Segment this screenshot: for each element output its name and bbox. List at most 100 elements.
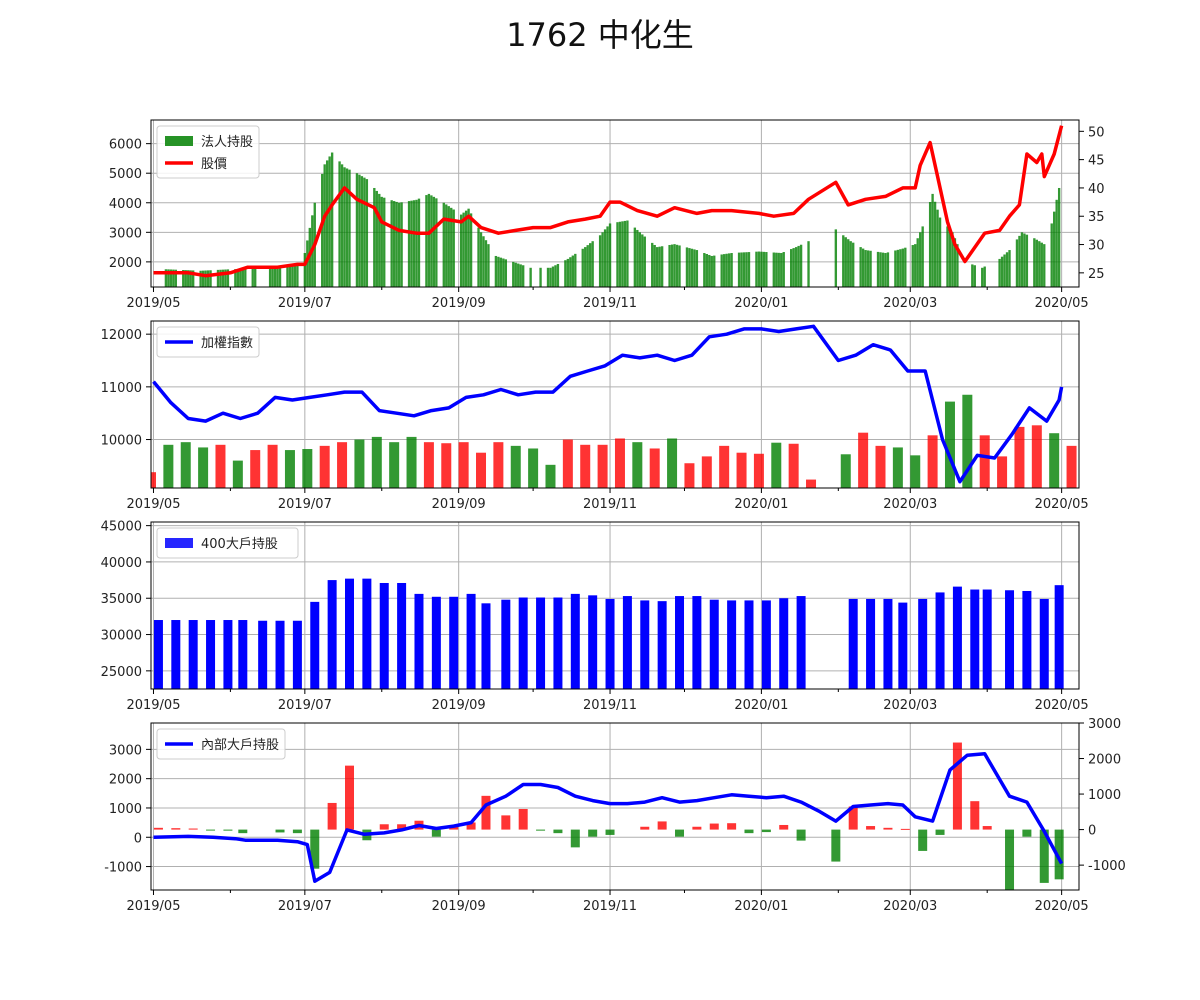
bar-institutional-holding <box>869 250 872 287</box>
bar-institutional-holding <box>762 251 766 287</box>
bar-institutional-holding <box>288 265 292 287</box>
bar-institutional-holding <box>688 248 691 287</box>
panel-institutional: 2019/05 2019/07 2019/09 2019/11 2020/01 2020/… <box>109 119 1105 311</box>
bar-institutional-holding <box>1043 244 1046 287</box>
bar-institutional-holding <box>469 213 473 287</box>
bar-volume <box>528 448 539 488</box>
y-tick-label: 45000 <box>101 520 142 535</box>
y-tick-label: -1000 <box>104 861 142 876</box>
bar-institutional-holding <box>512 261 515 287</box>
bar-insider-change <box>918 829 928 851</box>
bar-institutional-holding <box>574 253 577 287</box>
bar-institutional-holding <box>216 269 220 287</box>
bar-institutional-holding <box>303 253 307 287</box>
bar-institutional-holding <box>956 244 959 287</box>
bar-institutional-holding <box>668 244 671 287</box>
bar-big-holders <box>223 620 233 689</box>
bar-institutional-holding <box>224 269 227 287</box>
bar-institutional-holding <box>445 204 448 287</box>
bar-big-holders <box>414 593 424 689</box>
bar-institutional-holding <box>720 254 723 287</box>
x-tick-label: 2019/07 <box>278 296 332 311</box>
bar-institutional-holding <box>1055 199 1058 287</box>
bar-institutional-holding <box>358 174 361 287</box>
bar-institutional-holding <box>973 265 976 287</box>
legend-label: 內部大戶持股 <box>201 738 279 753</box>
legend-insiders: 內部大戶持股 <box>156 728 286 760</box>
bar-institutional-holding <box>1018 235 1021 287</box>
bar-institutional-holding <box>730 253 733 287</box>
bar-institutional-holding <box>658 246 661 287</box>
bar-institutional-holding <box>355 173 359 287</box>
bar-institutional-holding <box>519 264 522 287</box>
bar-volume <box>371 436 382 488</box>
bar-institutional-holding <box>529 267 532 287</box>
bar-volume <box>910 455 921 488</box>
bar-institutional-holding <box>549 267 552 287</box>
bar-insider-change <box>883 827 893 830</box>
bar-volume <box>198 447 209 488</box>
legend-label: 加權指數 <box>201 336 253 351</box>
bar-big-holders <box>605 598 615 689</box>
bar-big-holders <box>657 601 667 689</box>
y-tick-label: 2000 <box>109 256 142 271</box>
bar-volume <box>667 438 678 488</box>
bar-insider-change <box>518 808 528 830</box>
bar-institutional-holding <box>780 253 783 287</box>
bar-institutional-holding <box>703 253 706 287</box>
plot-area-institutional <box>153 125 1064 287</box>
bar-institutional-holding <box>325 160 329 287</box>
x-tick-label: 2020/03 <box>883 296 937 311</box>
bar-institutional-holding <box>487 244 490 287</box>
bar-institutional-holding <box>345 168 349 287</box>
bar-institutional-holding <box>321 173 324 287</box>
bar-institutional-holding <box>343 167 346 287</box>
bar-volume <box>580 444 591 488</box>
bar-big-holders <box>675 596 685 689</box>
bar-institutional-holding <box>777 252 780 287</box>
x-tick-label: 2019/09 <box>432 497 486 512</box>
bar-institutional-holding <box>919 232 922 287</box>
bar-institutional-holding <box>477 227 480 287</box>
bar-institutional-holding <box>861 248 865 287</box>
bar-insider-change <box>1054 829 1064 880</box>
bar-institutional-holding <box>710 255 713 287</box>
bar-institutional-holding <box>251 268 254 287</box>
y-tick-label: 11000 <box>101 381 142 396</box>
y2-tick-label: 0 <box>1088 824 1096 839</box>
bar-institutional-holding <box>442 202 445 287</box>
bar-volume <box>684 463 695 488</box>
bar-big-holders <box>238 620 248 689</box>
bar-institutional-holding <box>1035 239 1038 287</box>
plot-area-taiex <box>151 324 1077 488</box>
bar-institutional-holding <box>775 252 778 287</box>
bar-institutional-holding <box>467 208 470 287</box>
bar-volume <box>232 460 243 488</box>
bar-volume <box>1031 425 1042 488</box>
y2-tick-label: 30 <box>1088 239 1105 254</box>
bar-institutional-holding <box>998 258 1001 287</box>
bar-volume <box>892 447 903 488</box>
bar-insider-change <box>900 828 910 830</box>
bar-institutional-holding <box>452 209 455 287</box>
bar-volume <box>545 464 556 488</box>
x-tick-label: 2019/07 <box>278 899 332 914</box>
bar-institutional-holding <box>584 247 587 287</box>
legend-swatch <box>165 538 193 548</box>
bar-institutional-holding <box>1003 254 1006 287</box>
bar-institutional-holding <box>983 266 986 287</box>
bar-volume <box>354 439 365 488</box>
bar-big-holders <box>292 620 302 689</box>
bar-insider-change <box>982 826 992 830</box>
x-tick-label: 2020/05 <box>1035 497 1089 512</box>
bar-institutional-holding <box>479 232 483 287</box>
bar-institutional-holding <box>447 206 450 287</box>
bar-volume <box>1014 426 1025 488</box>
bar-institutional-holding <box>598 235 602 287</box>
x-tick-label: 2019/11 <box>583 698 637 713</box>
bar-institutional-holding <box>951 232 954 287</box>
bar-institutional-holding <box>931 193 934 287</box>
bar-big-holders <box>570 593 580 689</box>
bar-institutional-holding <box>685 247 689 287</box>
bar-institutional-holding <box>608 223 612 287</box>
